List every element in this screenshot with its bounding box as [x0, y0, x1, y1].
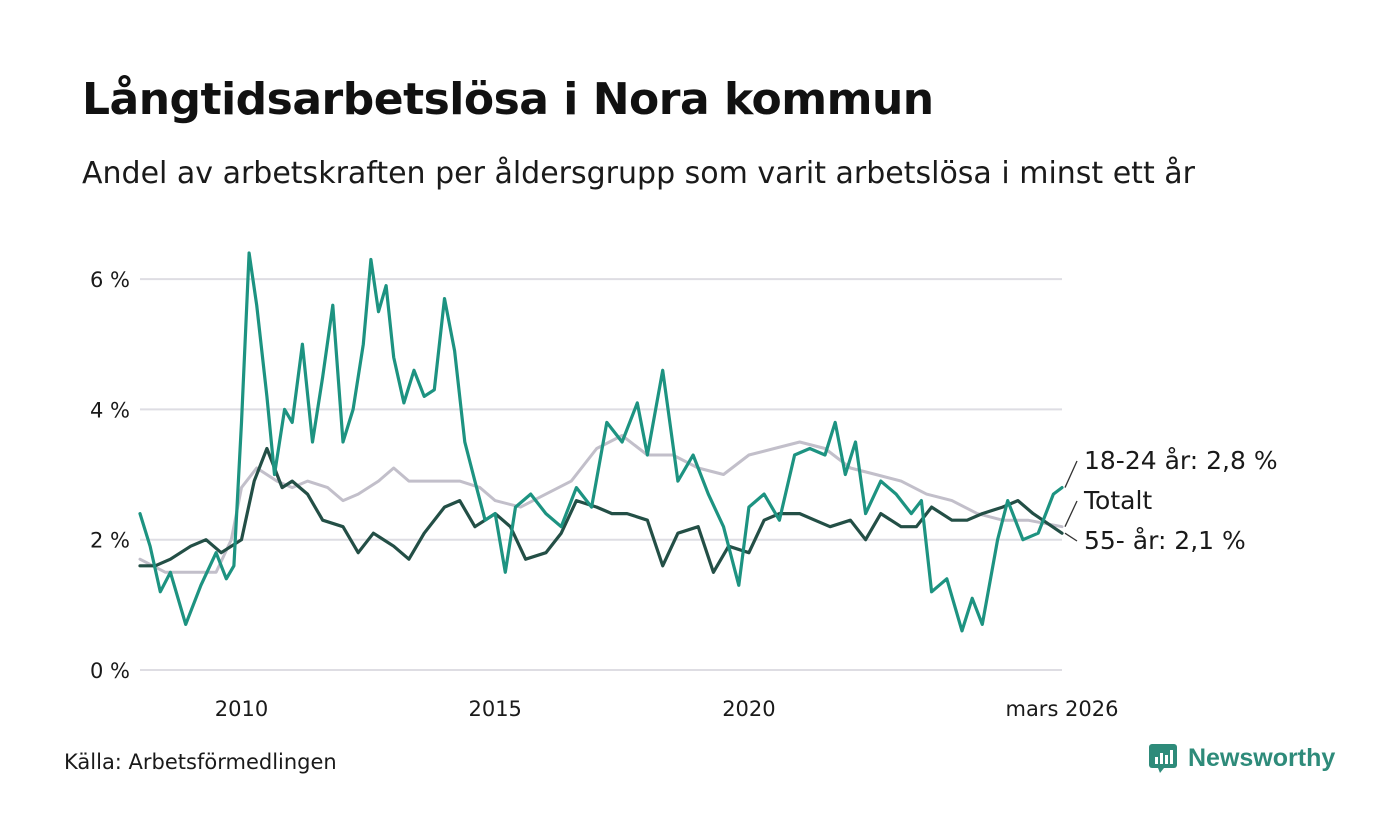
series-lines: [138, 251, 1064, 633]
y-tick-label: 0 %: [90, 659, 130, 683]
label-leader-line: [1064, 500, 1078, 527]
series-label-1: 55- år: 2,1 %: [1084, 526, 1246, 555]
source-note: Källa: Arbetsförmedlingen: [64, 750, 337, 774]
brand-logo[interactable]: Newsworthy: [1148, 742, 1335, 774]
x-tick-label: mars 2026: [1005, 697, 1118, 721]
gridlines: [140, 278, 1062, 671]
y-tick-label: 6 %: [90, 268, 130, 292]
y-axis-ticks: 0 % 2 % 4 % 6 %: [90, 268, 130, 683]
series-end-labels: Totalt 55- år: 2,1 % 18-24 år: 2,8 %: [1064, 446, 1278, 555]
line-chart: 0 % 2 % 4 % 6 % 2010 2015 2020 mars 2026 Total…: [90, 251, 1278, 721]
series-label-2: 18-24 år: 2,8 %: [1084, 446, 1278, 475]
chart-title: Långtidsarbetslösa i Nora kommun: [82, 74, 934, 125]
label-leader-line: [1064, 532, 1078, 542]
x-axis-ticks: 2010 2015 2020 mars 2026: [215, 697, 1119, 721]
newsworthy-logo-icon: [1149, 744, 1177, 773]
y-tick-label: 4 %: [90, 398, 130, 422]
label-leader-line: [1064, 460, 1078, 488]
x-tick-label: 2020: [722, 697, 775, 721]
series-line-1: [138, 446, 1064, 574]
brand-name: Newsworthy: [1188, 743, 1336, 772]
series-line-0: [138, 434, 1064, 574]
series-line-2: [138, 251, 1064, 633]
chart-subtitle: Andel av arbetskraften per åldersgrupp s…: [82, 156, 1195, 191]
x-tick-label: 2015: [468, 697, 521, 721]
y-tick-label: 2 %: [90, 529, 130, 553]
series-label-0: Totalt: [1083, 486, 1152, 515]
x-tick-label: 2010: [215, 697, 268, 721]
